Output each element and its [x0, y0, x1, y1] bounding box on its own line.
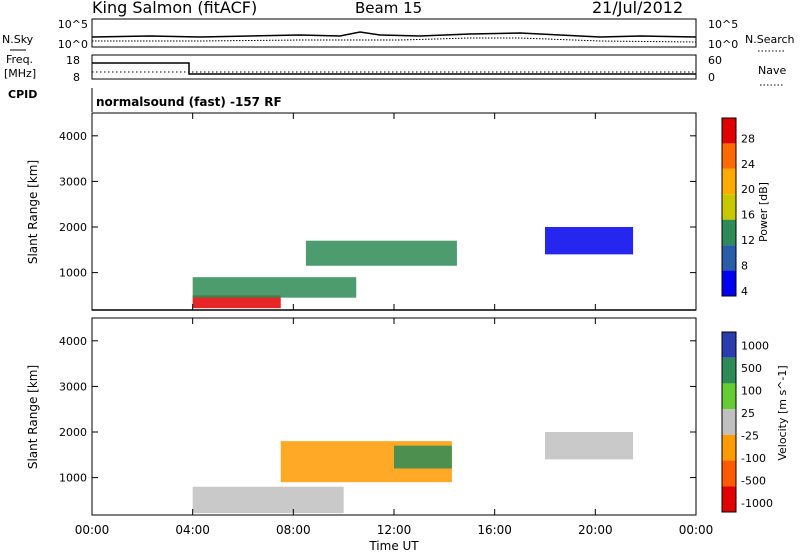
colorbar-tick-label: 8 [741, 259, 748, 272]
noise-right-tick-top: 10^5 [708, 18, 738, 31]
noise-left-tick-top: 10^5 [58, 18, 88, 31]
station-title: King Salmon (fitACF) [92, 0, 257, 17]
colorbar-tick-label: 28 [741, 132, 755, 145]
noise-search-line [92, 37, 697, 43]
velocity-colorbar: 1000 500 100 25 -25 -100 -500 -1000 [721, 331, 773, 513]
x-tick-label: 04:00 [175, 523, 210, 537]
power-y-ticks: 1000 2000 3000 4000 [59, 130, 696, 280]
data-region-3 [545, 432, 634, 460]
nave-tick-top: 60 [708, 54, 722, 67]
colorbar-tick-label: 24 [741, 158, 755, 171]
colorbar-tick-label: 100 [741, 385, 762, 398]
data-region-2 [394, 445, 452, 469]
colorbar-segment [722, 118, 736, 144]
freq-line [92, 62, 696, 75]
velocity-panel: 1000 2000 3000 4000 Slant Range [km] [26, 317, 697, 516]
y-tick-label: 1000 [59, 267, 87, 280]
power-panel: 1000 2000 3000 4000 Slant Range [km] [26, 112, 697, 311]
date-title: 21/Jul/2012 [592, 0, 683, 17]
colorbar-tick-label: -500 [741, 475, 766, 488]
noise-panel: N.Sky 10^5 10^0 10^5 10^0 N.Search [2, 18, 795, 52]
noise-left-tick-bottom: 10^0 [58, 38, 88, 51]
freq-tick-bottom: 8 [73, 71, 80, 84]
x-tick-label: 12:00 [377, 523, 412, 537]
colorbar-tick-label: 16 [741, 209, 755, 222]
colorbar-segment [722, 219, 736, 246]
colorbar-segment [722, 383, 736, 410]
y-tick-label: 3000 [59, 175, 87, 188]
colorbar-segment [722, 143, 736, 169]
colorbar-segment [722, 245, 736, 271]
colorbar-tick-label: 20 [741, 183, 755, 196]
freq-tick-top: 18 [66, 54, 80, 67]
colorbar-tick-label: 25 [741, 407, 755, 420]
y-tick-label: 3000 [59, 380, 87, 393]
x-axis-label: Time UT [368, 539, 419, 553]
power-colorbar-label: Power [dB] [757, 182, 770, 242]
colorbar-segment [722, 194, 736, 220]
colorbar-tick-label: 12 [741, 234, 755, 247]
colorbar-tick-label: 4 [741, 285, 748, 298]
velocity-y-ticks: 1000 2000 3000 4000 [59, 335, 696, 485]
y-tick-label: 1000 [59, 472, 87, 485]
colorbar-frame [721, 117, 737, 297]
colorbar-segment [722, 168, 736, 195]
nave-tick-bottom: 0 [708, 71, 715, 84]
noise-right-tick-bottom: 10^0 [708, 38, 738, 51]
colorbar-segment [722, 409, 736, 435]
colorbar-tick-label: 500 [741, 362, 762, 375]
cpid-label: CPID [8, 88, 37, 101]
colorbar-tick-label: -25 [741, 430, 759, 443]
y-tick-label: 4000 [59, 335, 87, 348]
power-data-regions [192, 227, 634, 309]
freq-panel: Freq. [MHz] 18 8 60 0 Nave [4, 53, 786, 86]
data-region-0 [192, 295, 281, 309]
data-region-1 [192, 277, 357, 298]
x-tick-label: 00:00 [679, 523, 714, 537]
colorbar-tick-label: 1000 [741, 340, 769, 353]
noise-right-label: N.Search [745, 33, 795, 46]
colorbar-segment [722, 357, 736, 384]
freq-label-2: [MHz] [4, 67, 36, 80]
x-tick-label: 20:00 [578, 523, 613, 537]
power-ylabel: Slant Range [km] [26, 160, 40, 264]
power-colorbar: 28 24 20 16 12 8 4 [721, 117, 755, 298]
x-tick-label: 00:00 [75, 523, 110, 537]
y-tick-label: 4000 [59, 130, 87, 143]
data-region-0 [192, 486, 344, 514]
velocity-data-regions [192, 432, 634, 514]
colorbar-segment [722, 332, 736, 358]
noise-left-label: N.Sky [2, 33, 34, 46]
data-region-3 [545, 227, 634, 255]
colorbar-segment [722, 460, 736, 487]
nave-label: Nave [758, 64, 786, 77]
y-tick-label: 2000 [59, 221, 87, 234]
colorbar-frame [721, 331, 737, 513]
colorbar-segment [722, 434, 736, 461]
beam-title: Beam 15 [355, 0, 422, 17]
data-region-2 [305, 240, 457, 266]
y-tick-label: 2000 [59, 426, 87, 439]
velocity-ylabel: Slant Range [km] [26, 365, 40, 469]
noise-sky-line [91, 31, 697, 38]
cpid-value: normalsound (fast) -157 RF [96, 95, 282, 109]
x-tick-label: 16:00 [477, 523, 512, 537]
colorbar-segment [722, 270, 736, 296]
freq-label-1: Freq. [6, 53, 33, 66]
colorbar-tick-label: -1000 [741, 497, 773, 510]
x-tick-label: 08:00 [276, 523, 311, 537]
velocity-colorbar-label: Velocity [m s^-1] [776, 365, 789, 460]
colorbar-tick-label: -100 [741, 452, 766, 465]
colorbar-segment [722, 486, 736, 512]
x-axis-ticks: 00:00 04:00 08:00 12:00 16:00 20:00 00:00 [75, 113, 714, 537]
